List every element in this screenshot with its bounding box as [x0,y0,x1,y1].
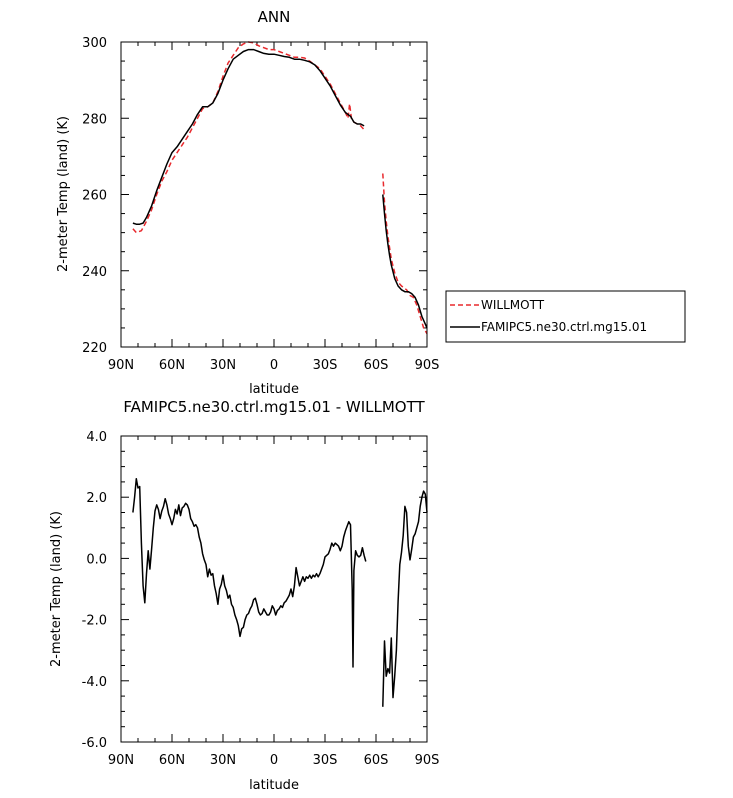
top-x-tick-label: 60S [364,358,389,373]
top-plot: ANN 2-meter Temp (land) (K) latitude 90N… [56,8,439,397]
top-series-0-line [132,41,365,234]
top-plot-y-axis-label: 2-meter Temp (land) (K) [56,116,71,272]
top-y-tick-label: 220 [82,341,107,356]
bottom-series-0-line [132,478,367,668]
top-series-1-line [132,48,365,225]
top-plot-x-axis-label: latitude [249,382,299,397]
top-x-tick-label: 60N [159,358,185,373]
bottom-y-tick-label: 2.0 [86,491,107,506]
top-y-tick-label: 260 [82,189,107,204]
legend: WILLMOTT FAMIPC5.ne30.ctrl.mg15.01 [445,290,686,343]
bottom-series-0-line [382,490,428,707]
legend-box [445,290,686,343]
top-plot-title: ANN [258,8,291,26]
bottom-y-tick-label: -2.0 [82,614,107,629]
top-x-tick-label: 30N [210,358,236,373]
bottom-plot: FAMIPC5.ne30.ctrl.mg15.01 - WILLMOTT 2-m… [49,398,439,793]
bottom-x-tick-label: 90N [108,753,134,768]
top-series-0-line [382,173,428,335]
bottom-y-tick-label: 0.0 [86,552,107,567]
top-y-tick-label: 300 [82,36,107,51]
top-x-tick-label: 90S [415,358,440,373]
top-plot-ticks: 90N 60N 30N 0 30S 60S 90S 220 240 260 280 300 [82,36,439,373]
bottom-x-tick-label: 90S [415,753,440,768]
legend-label-willmott: WILLMOTT [481,298,545,312]
bottom-x-tick-label: 60N [159,753,185,768]
bottom-plot-lines [132,478,428,707]
top-plot-lines [132,41,428,335]
bottom-x-tick-label: 30S [313,753,338,768]
bottom-x-tick-label: 60S [364,753,389,768]
legend-label-famipc5: FAMIPC5.ne30.ctrl.mg15.01 [481,320,647,334]
bottom-y-tick-label: -4.0 [82,675,107,690]
top-y-tick-label: 280 [82,112,107,127]
bottom-x-tick-label: 30N [210,753,236,768]
bottom-x-tick-label: 0 [270,753,278,768]
bottom-y-tick-label: 4.0 [86,430,107,445]
top-series-1-line [382,194,428,329]
top-x-tick-label: 90N [108,358,134,373]
bottom-plot-y-axis-label: 2-meter Temp (land) (K) [49,511,64,667]
top-y-tick-label: 240 [82,265,107,280]
bottom-y-tick-label: -6.0 [82,736,107,751]
bottom-plot-ticks: 90N 60N 30N 0 30S 60S 90S -6.0 -4.0 -2.0 0.0 2.0 4.0 [82,430,440,768]
top-x-tick-label: 0 [270,358,278,373]
bottom-plot-frame [120,435,428,743]
bottom-plot-title: FAMIPC5.ne30.ctrl.mg15.01 - WILLMOTT [123,398,425,416]
top-x-tick-label: 30S [313,358,338,373]
bottom-plot-x-axis-label: latitude [249,778,299,793]
top-plot-frame [120,41,428,348]
